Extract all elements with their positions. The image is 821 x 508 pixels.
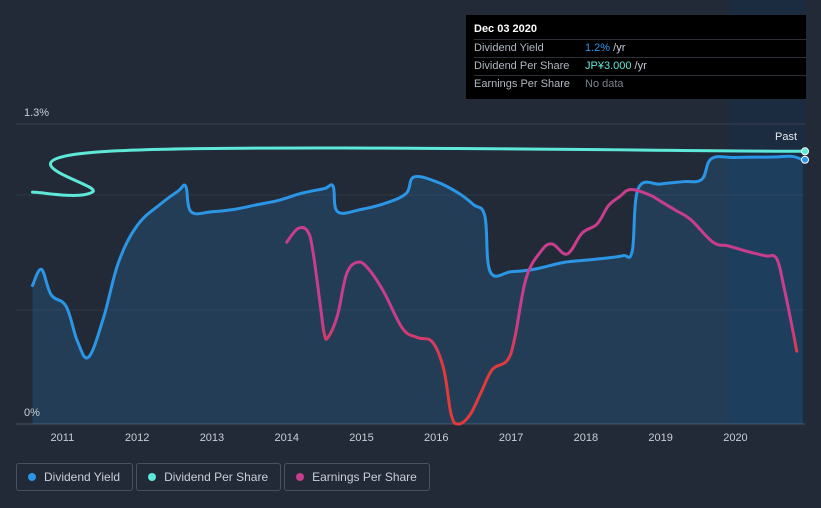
tooltip-label: Dividend Per Share (474, 60, 570, 72)
x-tick-label: 2017 (499, 432, 523, 444)
legend-dividend-per-share[interactable]: Dividend Per Share (136, 463, 282, 491)
dividend-yield-end-marker (801, 155, 809, 164)
tooltip: Dec 03 2020 Dividend Yield 1.2% /yr Divi… (466, 15, 806, 99)
tooltip-date: Dec 03 2020 (474, 23, 537, 35)
legend-dividend-yield[interactable]: Dividend Yield (16, 463, 134, 491)
tooltip-value: 1.2% (585, 42, 611, 54)
tooltip-row-dividend-per-share: Dividend Per Share JP¥3.000 /yr (474, 57, 806, 75)
legend-label: Dividend Yield (44, 470, 121, 484)
x-tick-label: 2014 (274, 432, 298, 444)
dividend-per-share-end-marker (801, 147, 809, 156)
tooltip-suffix: /yr (631, 60, 647, 72)
legend-dot-icon (148, 473, 157, 481)
tooltip-label: Dividend Yield (474, 42, 544, 54)
x-tick-label: 2011 (51, 432, 75, 444)
dividend-yield-line (30, 154, 805, 360)
legend-label: Earnings Per Share (312, 470, 417, 484)
y-label-top: 1.3% (24, 107, 49, 119)
x-tick-label: 2013 (200, 432, 224, 444)
tooltip-label: Earnings Per Share (474, 78, 570, 90)
dividend-yield-area (32, 156, 803, 424)
legend-dot-icon (28, 473, 36, 481)
x-tick-label: 2019 (648, 432, 672, 444)
x-tick-label: 2016 (424, 432, 448, 444)
dividend-per-share-line (30, 146, 807, 197)
y-label-bottom: 0% (24, 407, 40, 419)
tooltip-row-dividend-yield: Dividend Yield 1.2% /yr (474, 39, 806, 57)
legend-earnings-per-share[interactable]: Earnings Per Share (284, 463, 430, 491)
x-tick-label: 2015 (349, 432, 373, 444)
past-label: Past (775, 131, 797, 143)
legend-dot-icon (296, 473, 305, 481)
tooltip-suffix: /yr (610, 42, 626, 54)
tooltip-row-earnings-per-share: Earnings Per Share No data (474, 75, 806, 93)
x-tick-label: 2018 (574, 432, 598, 444)
legend-label: Dividend Per Share (164, 470, 269, 484)
legend: Dividend Yield Dividend Per Share Earnin… (16, 463, 430, 491)
earnings-per-share-line (285, 187, 799, 426)
tooltip-value: No data (585, 78, 624, 90)
tooltip-value: JP¥3.000 (585, 60, 632, 72)
x-tick-label: 2020 (723, 432, 747, 444)
x-tick-label: 2012 (125, 432, 149, 444)
